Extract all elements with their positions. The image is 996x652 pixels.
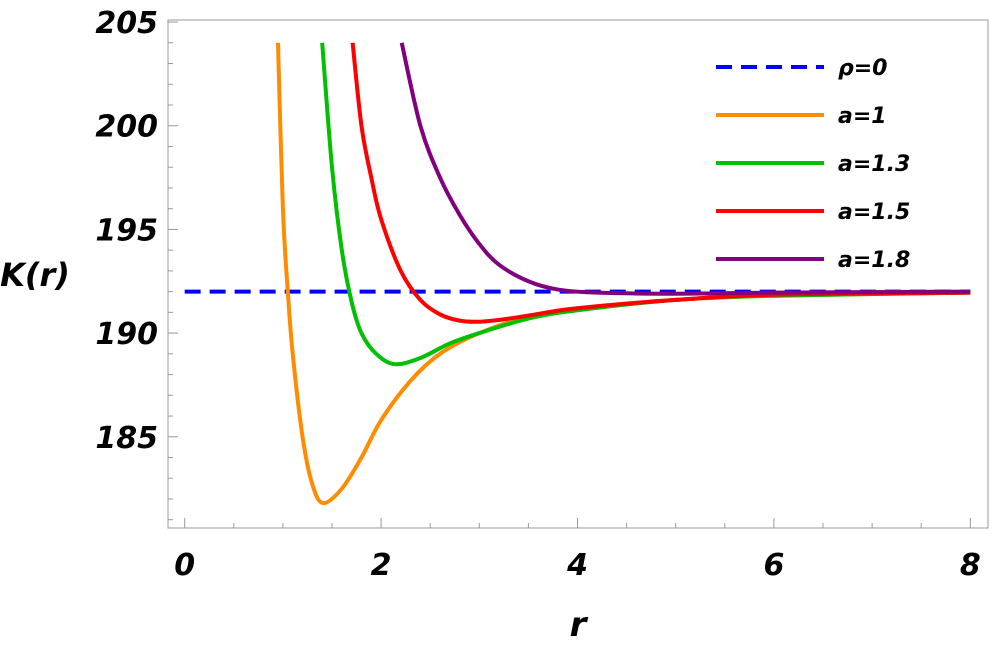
y-tick-label: 200 bbox=[95, 110, 158, 145]
y-tick-label: 195 bbox=[95, 213, 158, 248]
legend-label: a=1.8 bbox=[838, 248, 910, 273]
legend-label: a=1 bbox=[838, 104, 887, 129]
x-tick-label: 2 bbox=[371, 548, 392, 583]
x-tick-label: 6 bbox=[763, 548, 784, 583]
series-line-3 bbox=[350, 42, 971, 324]
x-tick-label: 0 bbox=[174, 548, 195, 583]
y-tick-label: 205 bbox=[95, 6, 158, 41]
legend-label: a=1.3 bbox=[838, 152, 910, 177]
x-tick-label: 8 bbox=[960, 548, 981, 583]
x-axis-label: r bbox=[570, 605, 589, 645]
x-tick-label: 4 bbox=[566, 548, 588, 583]
legend-label: a=1.5 bbox=[838, 200, 910, 225]
series-line-4 bbox=[399, 42, 971, 296]
legend-label: ρ=0 bbox=[838, 56, 888, 81]
y-axis-label: K(r) bbox=[0, 256, 70, 294]
plot-frame bbox=[167, 19, 989, 529]
y-tick-label: 185 bbox=[95, 421, 158, 456]
y-tick-label: 190 bbox=[95, 317, 158, 352]
